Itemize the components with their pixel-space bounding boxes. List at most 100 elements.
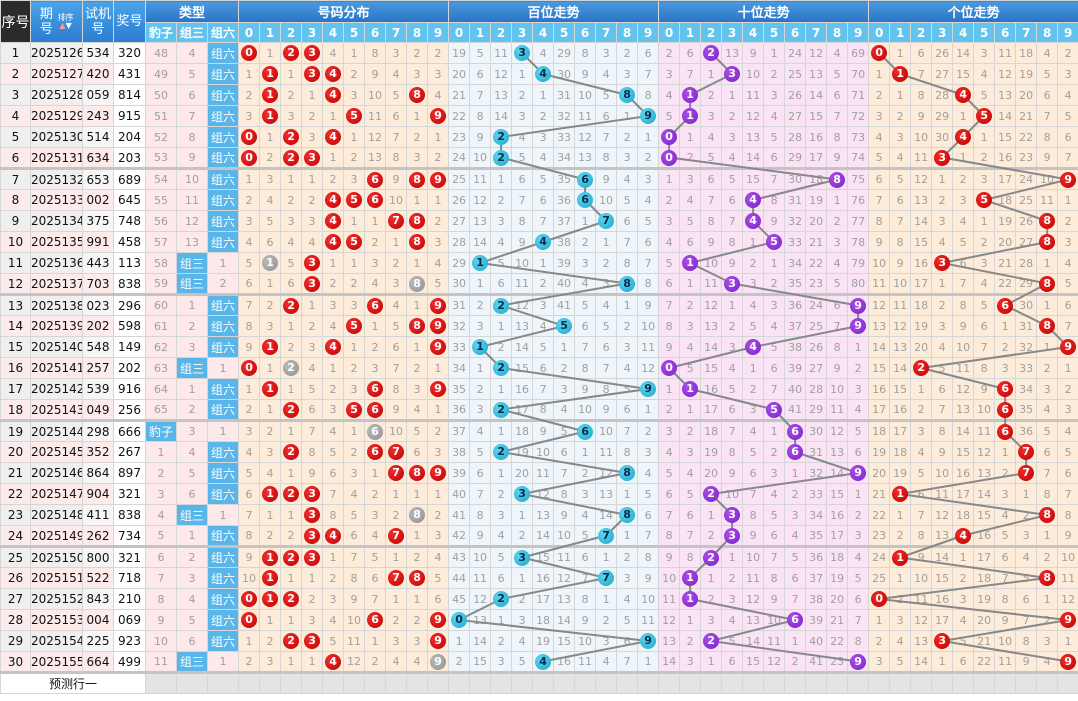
period-cell: 2025145 [30, 441, 83, 463]
group3-cell: 组三 [176, 651, 208, 673]
dist-cell: 13 [364, 147, 387, 169]
hundreds-cell: 6 [574, 167, 597, 190]
hundreds-cell: 35 [553, 167, 576, 190]
units-cell: 15 [868, 357, 891, 379]
hundreds-cell: 1 [490, 167, 513, 190]
table-row: 14 2025139 202 598 61 2 组六 8 3 1 2 4 5 1 5 8 9 32 3 1 13 4 5 6 5… [0, 315, 1078, 337]
period-cell: 2025127 [30, 63, 83, 85]
units-cell: 14 [994, 105, 1017, 127]
units-cell: 3 [931, 252, 954, 274]
dist-ball: 9 [430, 612, 447, 628]
tens-cell: 5 [742, 441, 765, 463]
tens-cell: 4 [763, 483, 786, 505]
units-cell: 3 [868, 651, 891, 673]
hundreds-cell: 3 [637, 441, 660, 463]
tens-ball: 0 [661, 129, 678, 145]
dist-cell: 0 [238, 609, 261, 631]
tens-digit-header: 5 [763, 22, 786, 43]
units-cell: 2 [1036, 609, 1059, 631]
units-cell: 6 [910, 42, 933, 64]
hundreds-ball: 4 [535, 653, 552, 670]
hundreds-cell: 3 [490, 504, 513, 526]
units-cell: 11 [973, 419, 996, 442]
period-header[interactable]: 期号 排序 ▲▼ [30, 0, 83, 43]
units-cell: 13 [994, 84, 1017, 106]
units-cell: 5 [1057, 105, 1078, 127]
tens-cell: 5 [763, 231, 786, 253]
units-cell: 15 [994, 126, 1017, 148]
hundreds-cell: 38 [448, 441, 471, 463]
units-cell: 17 [973, 545, 996, 568]
tens-cell: 7 [679, 63, 702, 85]
dist-cell: 3 [238, 419, 261, 442]
dist-ball: 9 [430, 465, 447, 481]
period-cell: 2025139 [30, 315, 83, 337]
units-ball: 8 [1039, 213, 1056, 229]
tens-cell: 6 [784, 441, 807, 463]
hundreds-cell: 29 [448, 252, 471, 274]
dist-cell: 4 [259, 462, 282, 484]
units-cell: 19 [1015, 63, 1038, 85]
tens-cell: 37 [805, 567, 828, 589]
hundreds-ball: 2 [493, 360, 510, 376]
type-col-header: 豹子 [145, 22, 177, 43]
dist-ball: 4 [325, 66, 342, 82]
units-cell: 9 [1036, 147, 1059, 169]
dist-cell: 2 [322, 378, 345, 400]
dist-cell: 3 [343, 84, 366, 106]
units-cell: 17 [994, 167, 1017, 190]
dist-cell: 3 [385, 273, 408, 295]
hundreds-cell: 1 [490, 609, 513, 631]
prize-cell: 645 [113, 189, 146, 211]
units-cell: 6 [1057, 293, 1078, 316]
hundreds-cell: 7 [637, 525, 660, 547]
dist-cell: 5 [427, 273, 450, 295]
tens-cell: 4 [679, 189, 702, 211]
group6-cell: 组六 [206, 441, 240, 463]
units-cell: 4 [952, 525, 975, 547]
tens-cell: 2 [721, 315, 744, 337]
dist-cell: 1 [259, 483, 282, 505]
tens-ball: 4 [745, 192, 762, 208]
units-ball: 3 [934, 149, 951, 166]
dist-ball: 9 [430, 171, 447, 188]
units-cell: 18 [952, 504, 975, 526]
dist-cell: 4 [322, 84, 345, 106]
trial-header: 试机号 [82, 0, 114, 43]
predict-row: 预测行一 [0, 671, 1078, 694]
seq-cell: 21 [0, 462, 31, 484]
units-cell: 3 [952, 588, 975, 610]
tens-cell: 14 [826, 462, 849, 484]
hundreds-cell: 6 [553, 441, 576, 463]
group6-cell: 组六 [206, 399, 240, 421]
dist-cell: 6 [280, 273, 303, 295]
tens-cell: 10 [742, 545, 765, 568]
dist-cell: 3 [301, 63, 324, 85]
tens-cell: 69 [847, 42, 870, 64]
hundreds-cell: 10 [553, 525, 576, 547]
units-cell: 14 [889, 357, 912, 379]
sort-arrows-icon[interactable]: 排序 ▲▼ [57, 12, 74, 30]
units-digit-header: 6 [994, 22, 1017, 43]
units-cell: 3 [889, 609, 912, 631]
dist-cell: 4 [322, 231, 345, 253]
hundreds-cell: 9 [469, 525, 492, 547]
units-cell: 14 [868, 336, 891, 358]
predict-cell [1057, 671, 1078, 694]
hundreds-cell: 12 [511, 293, 534, 316]
hundreds-cell: 9 [469, 126, 492, 148]
period-cell: 2025142 [30, 378, 83, 400]
dist-ball: 0 [241, 149, 258, 166]
dist-ball: 8 [409, 234, 426, 250]
tens-cell: 9 [847, 315, 870, 337]
group3-cell: 5 [176, 63, 208, 85]
tens-cell: 3 [700, 609, 723, 631]
units-cell: 8 [868, 210, 891, 232]
hundreds-cell: 4 [532, 651, 555, 673]
hundreds-cell: 7 [574, 567, 597, 589]
tens-cell: 6 [826, 293, 849, 316]
dist-ball: 2 [283, 129, 300, 145]
tens-cell: 4 [742, 293, 765, 316]
hundreds-cell: 7 [595, 567, 618, 589]
hundreds-cell: 11 [553, 545, 576, 568]
